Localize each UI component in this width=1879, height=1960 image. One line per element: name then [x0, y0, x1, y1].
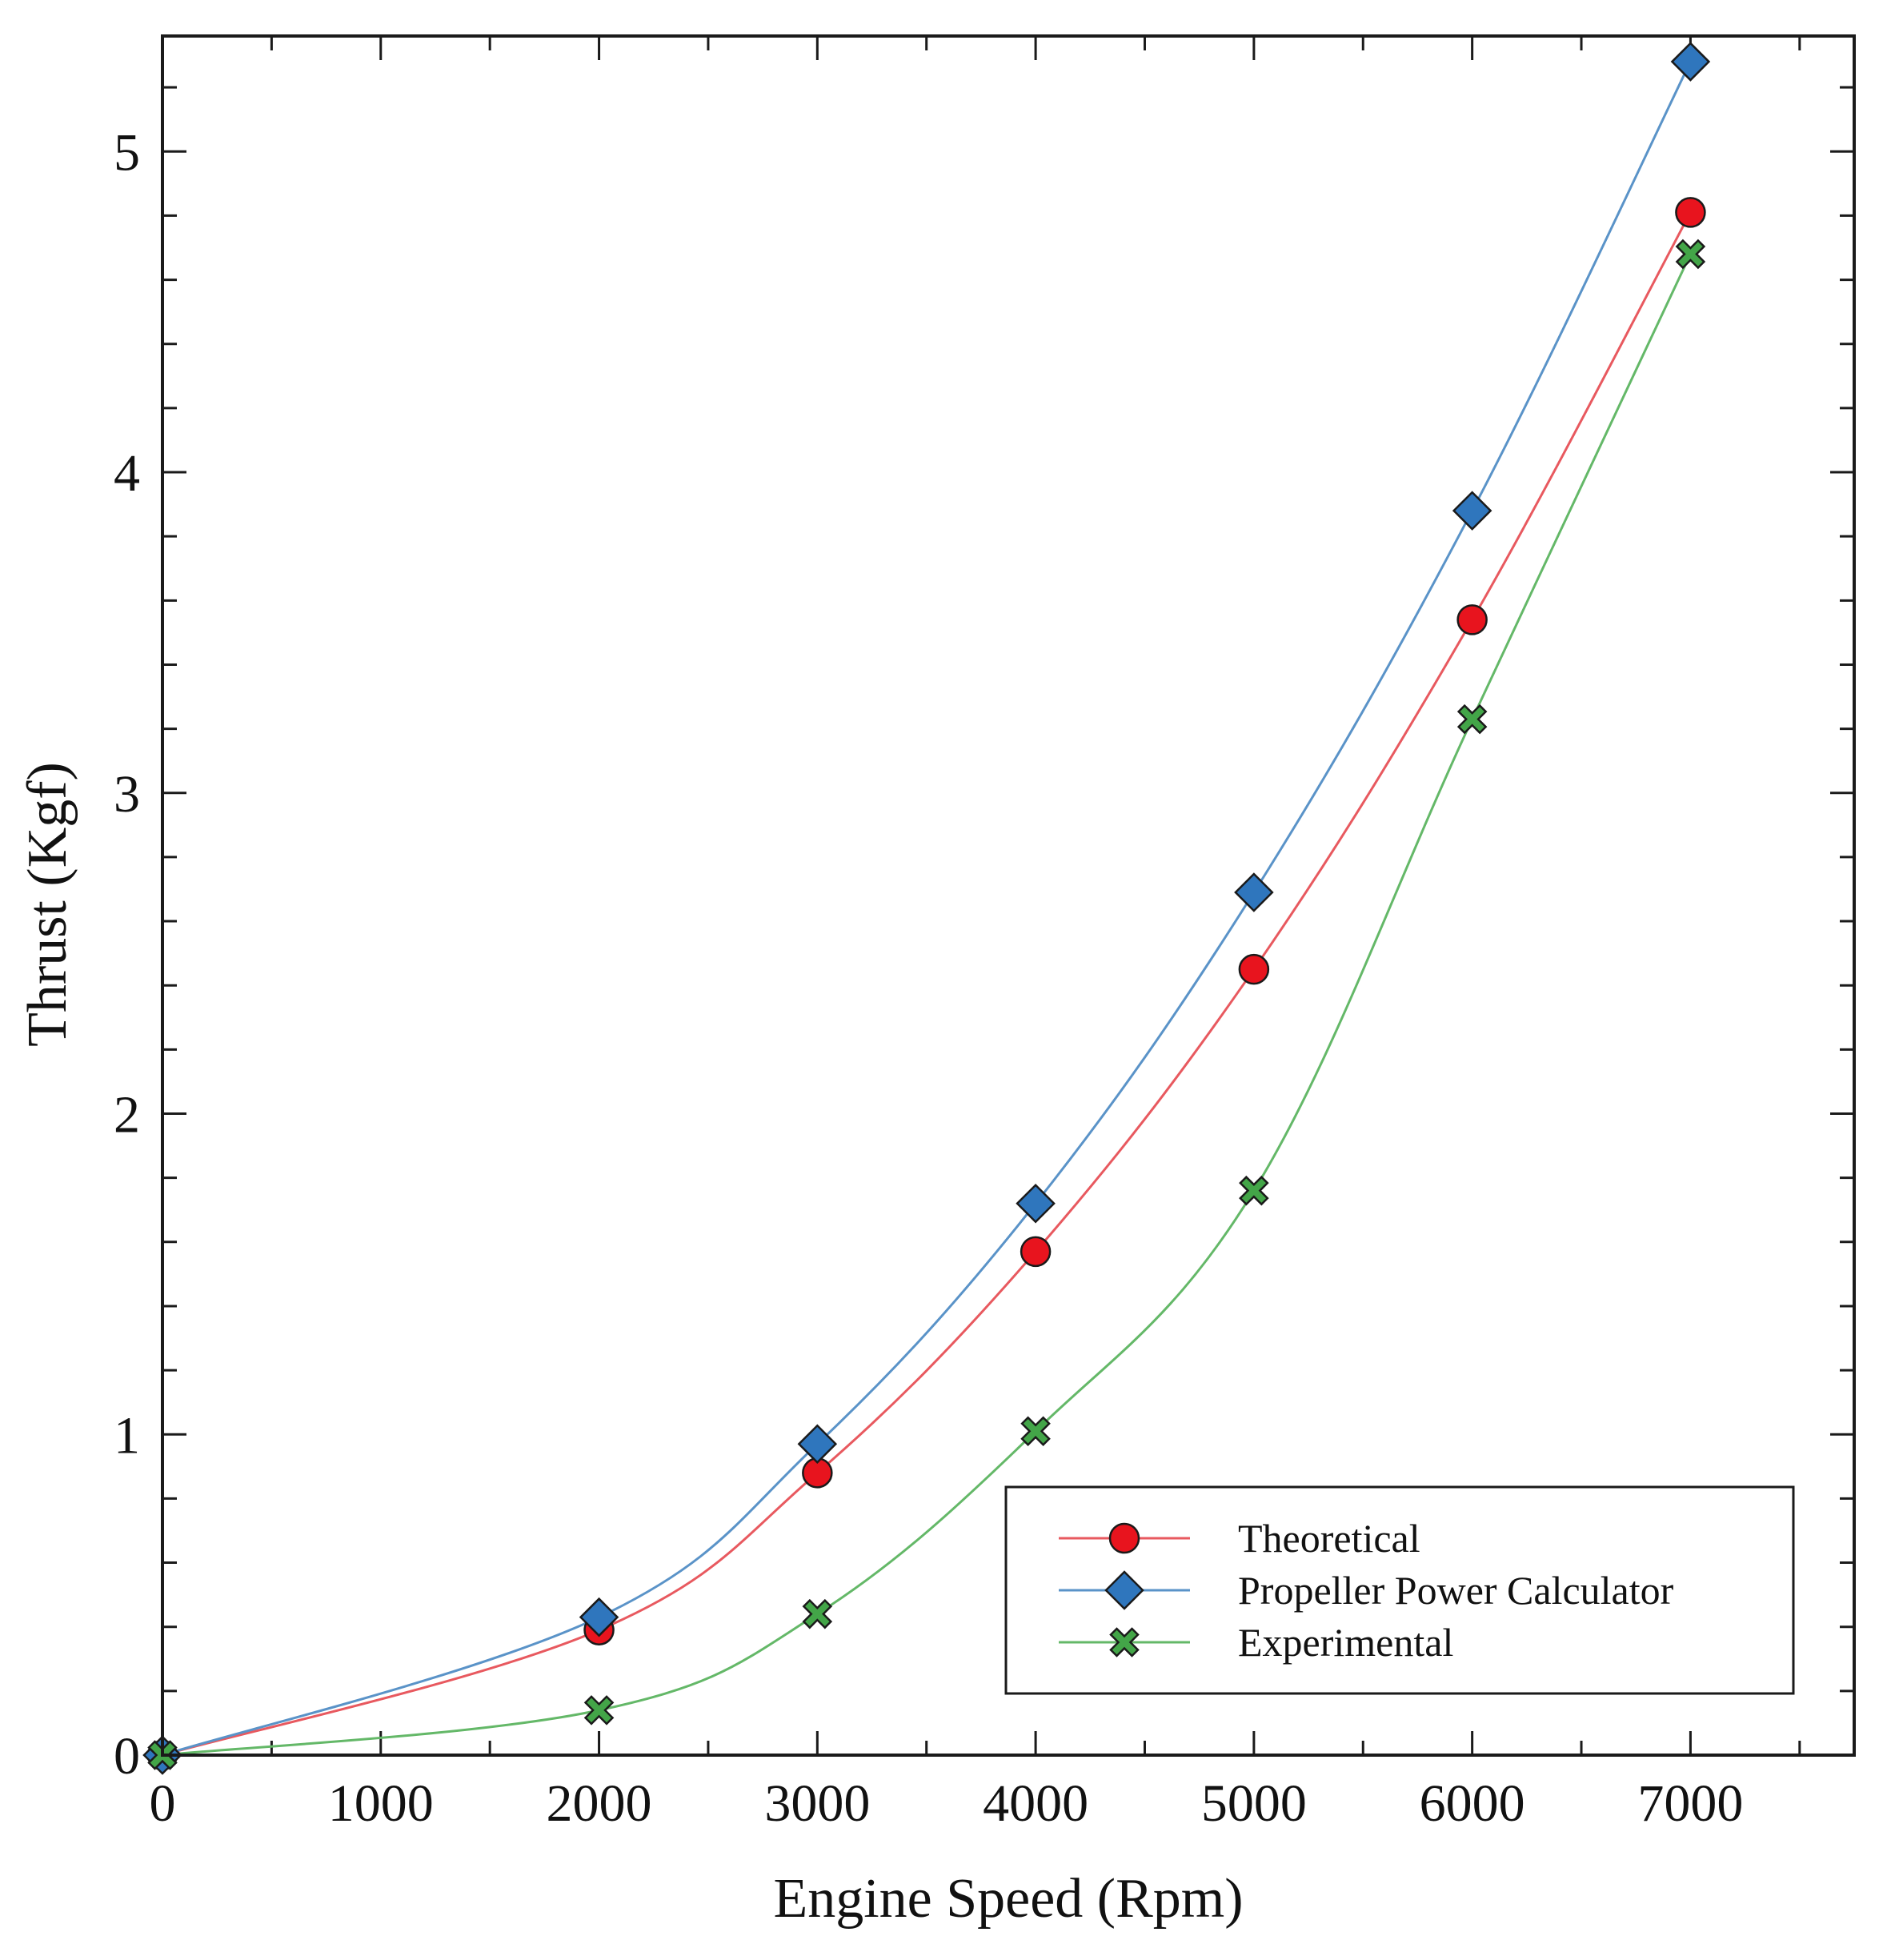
data-point-circle: [1456, 604, 1488, 635]
y-tick-label: 5: [114, 123, 140, 182]
x-tick-label: 2000: [547, 1774, 652, 1833]
data-point-circle: [1675, 197, 1706, 228]
data-point-x: [583, 1695, 615, 1726]
y-tick-label: 1: [114, 1406, 140, 1465]
data-point-diamond: [1234, 872, 1274, 912]
x-tick-label: 3000: [764, 1774, 870, 1833]
data-point-diamond: [1016, 1183, 1056, 1224]
data-point-x: [1456, 703, 1488, 735]
data-point-x: [802, 1598, 833, 1629]
data-point-diamond: [1670, 42, 1711, 82]
y-tick-label: 3: [114, 765, 140, 824]
data-point-circle: [1020, 1236, 1052, 1268]
x-tick-label: 5000: [1201, 1774, 1307, 1833]
data-point-x: [1675, 238, 1706, 270]
legend-marker-x: [1109, 1627, 1140, 1657]
data-point-diamond: [797, 1424, 838, 1465]
y-tick-label: 4: [114, 444, 140, 503]
y-tick-label: 2: [114, 1086, 140, 1144]
data-point-circle: [1238, 953, 1270, 985]
legend-marker-circle: [1108, 1522, 1140, 1554]
plot-area-frame: [161, 34, 1856, 1757]
series-line-3: [162, 253, 1692, 1757]
x-tick-label: 4000: [983, 1774, 1088, 1833]
x-tick-label: 7000: [1637, 1774, 1743, 1833]
legend-marker-diamond: [1104, 1570, 1144, 1610]
x-tick-label: 1000: [328, 1774, 434, 1833]
x-axis-title: Engine Speed (Rpm): [773, 1868, 1243, 1930]
data-point-x: [1020, 1416, 1051, 1447]
y-tick-label: 0: [114, 1727, 140, 1786]
data-point-diamond: [579, 1597, 619, 1637]
data-point-x: [1239, 1175, 1269, 1206]
legend-label: Propeller Power Calculator: [1238, 1568, 1674, 1613]
y-axis-title: Thrust (Kgf): [17, 762, 78, 1047]
x-tick-label: 0: [150, 1774, 176, 1833]
data-point-diamond: [1452, 491, 1492, 531]
x-tick-label: 6000: [1420, 1774, 1525, 1833]
legend-label: Experimental: [1238, 1620, 1453, 1665]
legend: Theoretical Propeller Power Calculator Exp…: [1004, 1485, 1795, 1695]
legend-label: Theoretical: [1238, 1516, 1420, 1561]
